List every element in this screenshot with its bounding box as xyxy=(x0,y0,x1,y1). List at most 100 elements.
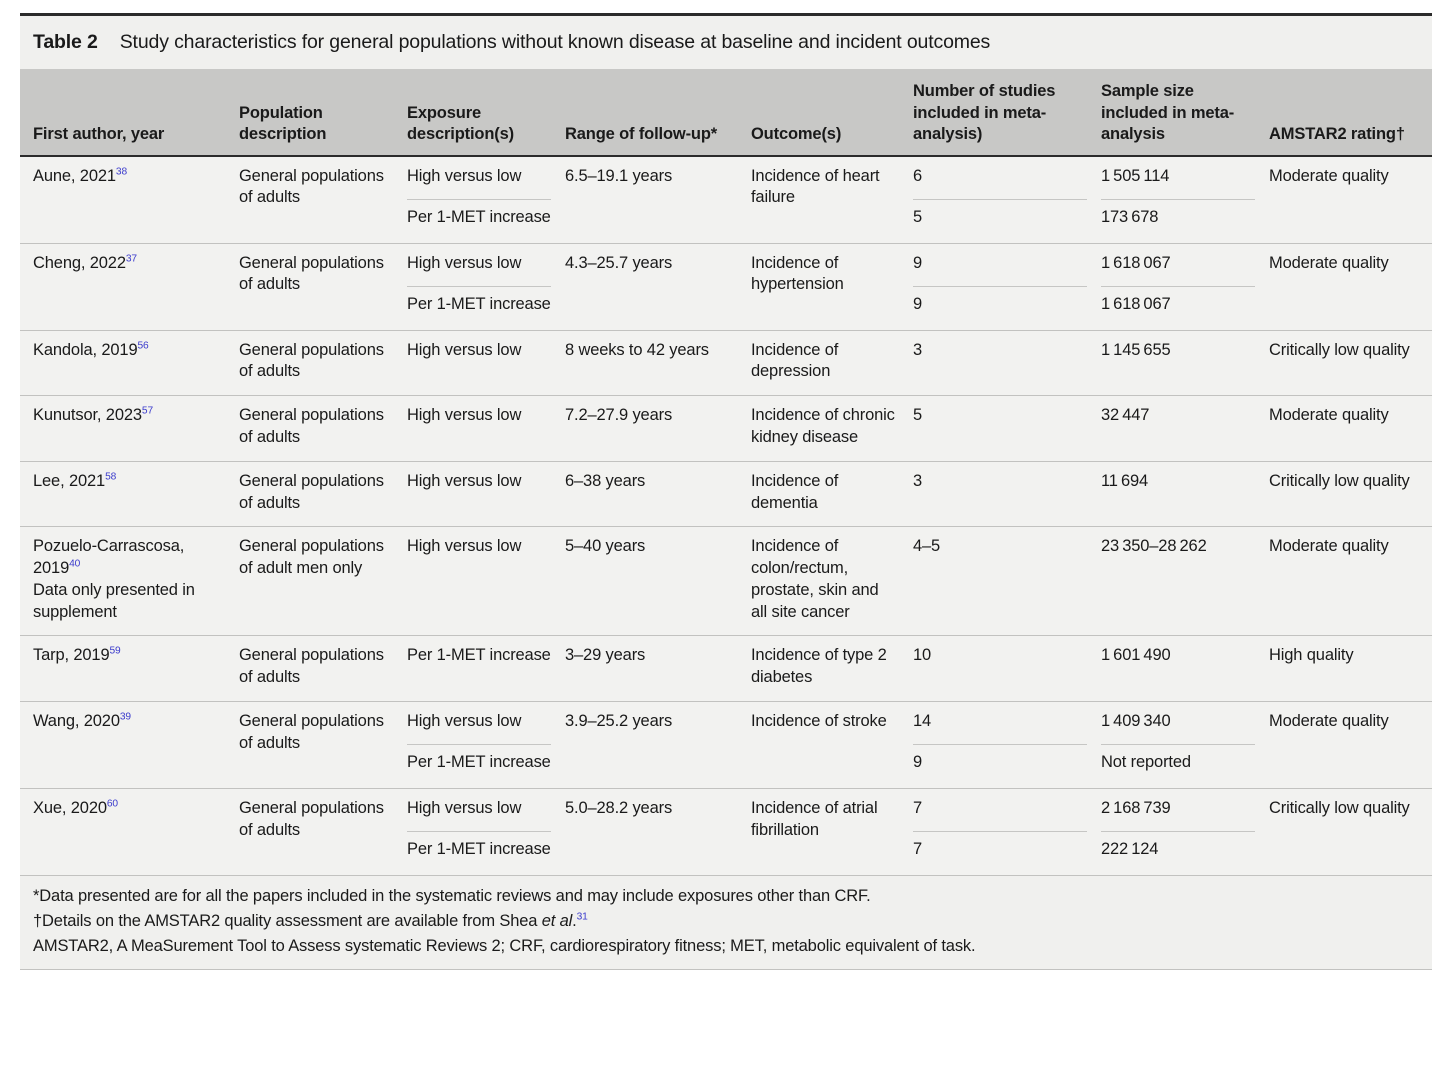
exposure-entry: High versus low xyxy=(407,253,551,287)
cell-num-studies: 10 xyxy=(913,645,1101,689)
studies-count-entry: 7 xyxy=(913,839,923,858)
cell-population: General populations of adults xyxy=(239,166,384,207)
sample-size-entry: 32 447 xyxy=(1101,406,1150,425)
exposure-entry: High versus low xyxy=(407,537,522,556)
citation-ref[interactable]: 39 xyxy=(119,711,131,723)
author-note: Data only presented in supplement xyxy=(33,580,195,621)
column-header-5: Outcome(s) xyxy=(751,125,842,144)
cell-outcome: Incidence of hypertension xyxy=(751,253,844,294)
table-footnotes: *Data presented are for all the papers i… xyxy=(20,875,1432,971)
exposure-entry: High versus low xyxy=(407,166,551,200)
citation-ref[interactable]: 31 xyxy=(576,911,588,923)
cell-exposure: High versus low xyxy=(407,536,565,623)
exposure-entry: High versus low xyxy=(407,340,522,359)
footnote-et-al: et al xyxy=(541,911,573,930)
cell-outcome: Incidence of atrial fibrillation xyxy=(751,798,878,839)
author-year: Tarp, 2019 xyxy=(33,646,110,665)
table-row: Xue, 202060 General populations of adults… xyxy=(20,788,1432,876)
cell-outcome: Incidence of colon/rectum, prostate, ski… xyxy=(751,537,879,621)
table-row: Kunutsor, 202357 General populations of a… xyxy=(20,396,1432,462)
cell-followup: 6–38 years xyxy=(565,471,646,490)
author-year: Aune, 2021 xyxy=(33,166,116,185)
table-row: Aune, 202138 General populations of adult… xyxy=(20,156,1432,244)
cell-followup: 5.0–28.2 years xyxy=(565,798,673,817)
citation-ref[interactable]: 60 xyxy=(106,798,118,810)
studies-count-entry: 5 xyxy=(913,406,923,425)
citation-ref[interactable]: 37 xyxy=(125,253,137,265)
column-header-1: First author, year xyxy=(33,125,165,144)
footnote-abbreviations: AMSTAR2, A MeaSurement Tool to Assess sy… xyxy=(33,937,976,956)
cell-followup: 5–40 years xyxy=(565,537,646,556)
citation-ref[interactable]: 38 xyxy=(115,166,127,178)
cell-amstar-rating: Critically low quality xyxy=(1269,340,1410,359)
sample-size-entry: 1 618 067 xyxy=(1101,253,1255,287)
cell-population: General populations of adults xyxy=(239,798,384,839)
author-year: Kandola, 2019 xyxy=(33,340,138,359)
cell-amstar-rating: Critically low quality xyxy=(1269,471,1410,490)
cell-followup: 3.9–25.2 years xyxy=(565,711,673,730)
column-header-7: Sample size included in meta-analysis xyxy=(1101,82,1235,144)
exposure-entry: High versus low xyxy=(407,471,522,490)
sample-size-entry: 11 694 xyxy=(1101,471,1149,490)
cell-sample-size: 11 694 xyxy=(1101,471,1269,515)
column-header-3: Exposure description(s) xyxy=(407,103,514,144)
cell-first-author: Aune, 202138 xyxy=(33,166,239,231)
cell-outcome: Incidence of stroke xyxy=(751,711,887,730)
studies-count-entry: 10 xyxy=(913,646,932,665)
table-header-row: First author, year Population description… xyxy=(20,69,1432,157)
table-row: Pozuelo-Carrascosa, 201940 Data only pres… xyxy=(20,527,1432,637)
cell-outcome: Incidence of dementia xyxy=(751,471,839,512)
cell-amstar-rating: High quality xyxy=(1269,646,1354,665)
sample-size-entry: 1 145 655 xyxy=(1101,340,1171,359)
author-year: Wang, 2020 xyxy=(33,711,120,730)
exposure-entry: High versus low xyxy=(407,406,522,425)
studies-count-entry: 3 xyxy=(913,471,923,490)
cell-amstar-rating: Moderate quality xyxy=(1269,166,1389,185)
sample-size-entry: 1 618 067 xyxy=(1101,294,1171,313)
studies-count-entry: 6 xyxy=(913,166,1087,200)
sample-size-entry: 1 505 114 xyxy=(1101,166,1255,200)
citation-ref[interactable]: 59 xyxy=(109,645,121,657)
citation-ref[interactable]: 40 xyxy=(69,558,81,570)
table-row: Kandola, 201956 General populations of ad… xyxy=(20,330,1432,397)
cell-population: General populations of adults xyxy=(239,340,384,381)
cell-num-studies: 3 xyxy=(913,340,1101,384)
exposure-entry: High versus low xyxy=(407,798,551,832)
cell-amstar-rating: Critically low quality xyxy=(1269,798,1410,817)
footnote-asterisk: *Data presented are for all the papers i… xyxy=(33,886,871,905)
studies-count-entry: 9 xyxy=(913,253,1087,287)
table-row: Lee, 202158 General populations of adults… xyxy=(20,461,1432,528)
cell-sample-size: 1 618 067 1 618 067 xyxy=(1101,253,1269,318)
citation-ref[interactable]: 57 xyxy=(141,405,153,417)
cell-first-author: Wang, 202039 xyxy=(33,711,239,776)
cell-exposure: High versus low xyxy=(407,405,565,449)
cell-outcome: Incidence of chronic kidney disease xyxy=(751,406,895,446)
table-body: Aune, 202138 General populations of adult… xyxy=(20,156,1432,876)
cell-first-author: Cheng, 202237 xyxy=(33,253,239,318)
footnote-dagger-text: †Details on the AMSTAR2 quality assessme… xyxy=(33,911,542,930)
cell-exposure: High versus low Per 1-MET increase xyxy=(407,711,565,776)
study-characteristics-table: Table 2 Study characteristics for general… xyxy=(20,13,1432,971)
cell-exposure: High versus low xyxy=(407,471,565,515)
sample-size-entry: 1 409 340 xyxy=(1101,711,1255,745)
cell-sample-size: 2 168 739 222 124 xyxy=(1101,798,1269,863)
studies-count-entry: 3 xyxy=(913,340,923,359)
citation-ref[interactable]: 56 xyxy=(137,340,149,352)
sample-size-entry: 173 678 xyxy=(1101,207,1159,226)
cell-followup: 4.3–25.7 years xyxy=(565,253,673,272)
cell-population: General populations of adults xyxy=(239,711,384,752)
cell-followup: 7.2–27.9 years xyxy=(565,406,673,425)
column-header-6: Number of studies included in meta-analy… xyxy=(913,82,1056,144)
cell-num-studies: 14 9 xyxy=(913,711,1101,776)
footnote-dagger-period: . xyxy=(572,911,577,930)
cell-population: General populations of adults xyxy=(239,471,384,512)
cell-first-author: Lee, 202158 xyxy=(33,471,239,515)
exposure-entry: Per 1-MET increase xyxy=(407,646,551,665)
cell-population: General populations of adults xyxy=(239,253,384,294)
citation-ref[interactable]: 58 xyxy=(105,471,117,483)
cell-first-author: Kandola, 201956 xyxy=(33,340,239,384)
studies-count-entry: 5 xyxy=(913,207,923,226)
footnote-dagger: †Details on the AMSTAR2 quality assessme… xyxy=(33,909,1419,934)
column-header-4: Range of follow-up* xyxy=(565,125,718,144)
